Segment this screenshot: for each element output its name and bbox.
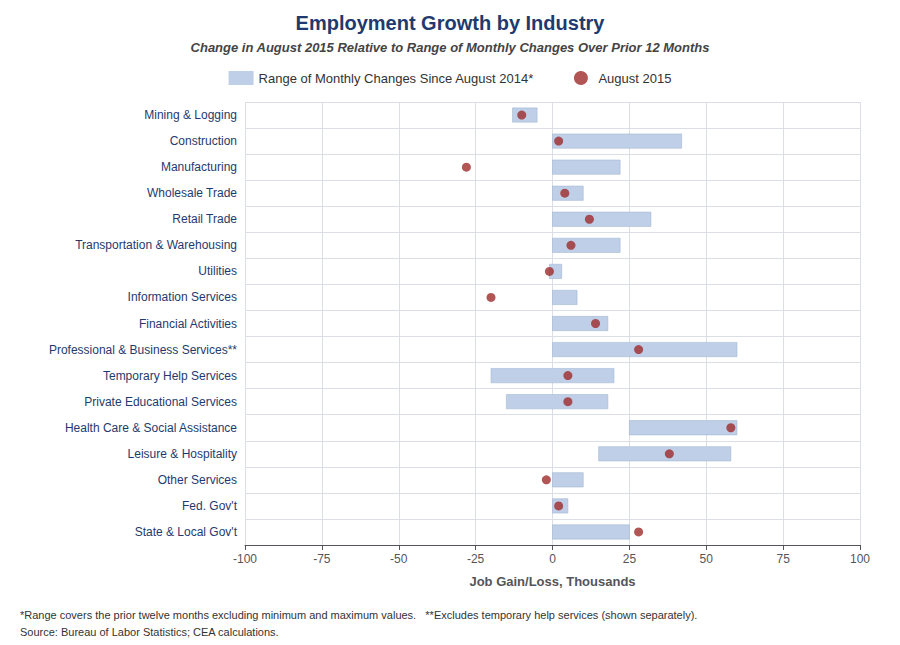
svg-text:Fed. Gov't: Fed. Gov't <box>182 499 238 513</box>
svg-text:Transportation & Warehousing: Transportation & Warehousing <box>75 238 237 252</box>
svg-text:Private Educational Services: Private Educational Services <box>84 395 237 409</box>
svg-text:0: 0 <box>549 552 556 566</box>
svg-text:Source: Bureau of Labor Statis: Source: Bureau of Labor Statistics; CEA … <box>20 626 279 638</box>
svg-text:*Range covers the prior twelve: *Range covers the prior twelve months ex… <box>20 609 697 621</box>
svg-text:Range of Monthly Changes Since: Range of Monthly Changes Since August 20… <box>259 71 534 86</box>
svg-text:Mining & Logging: Mining & Logging <box>144 108 237 122</box>
svg-text:Utilities: Utilities <box>198 264 237 278</box>
svg-text:-100: -100 <box>233 552 257 566</box>
svg-text:50: 50 <box>700 552 714 566</box>
svg-text:-50: -50 <box>390 552 408 566</box>
svg-text:Information Services: Information Services <box>128 290 237 304</box>
svg-text:August 2015: August 2015 <box>598 71 671 86</box>
svg-text:-75: -75 <box>313 552 331 566</box>
svg-text:Construction: Construction <box>170 134 237 148</box>
svg-text:Retail Trade: Retail Trade <box>172 212 237 226</box>
svg-text:Job Gain/Loss, Thousands: Job Gain/Loss, Thousands <box>469 574 635 589</box>
svg-text:Financial Activities: Financial Activities <box>139 317 237 331</box>
svg-text:Employment Growth by Industry: Employment Growth by Industry <box>296 12 606 34</box>
svg-text:Health Care & Social Assistanc: Health Care & Social Assistance <box>65 421 237 435</box>
svg-text:State & Local Gov't: State & Local Gov't <box>135 525 238 539</box>
svg-text:Change in August 2015 Relative: Change in August 2015 Relative to Range … <box>191 40 710 55</box>
svg-text:Temporary Help Services: Temporary Help Services <box>103 369 237 383</box>
svg-text:-25: -25 <box>467 552 485 566</box>
svg-text:Professional & Business Servic: Professional & Business Services** <box>49 343 237 357</box>
svg-text:25: 25 <box>623 552 637 566</box>
svg-text:Other Services: Other Services <box>158 473 237 487</box>
svg-text:Wholesale Trade: Wholesale Trade <box>147 186 237 200</box>
svg-text:Manufacturing: Manufacturing <box>161 160 237 174</box>
svg-text:Leisure & Hospitality: Leisure & Hospitality <box>128 447 237 461</box>
svg-text:100: 100 <box>850 552 870 566</box>
svg-text:75: 75 <box>776 552 790 566</box>
